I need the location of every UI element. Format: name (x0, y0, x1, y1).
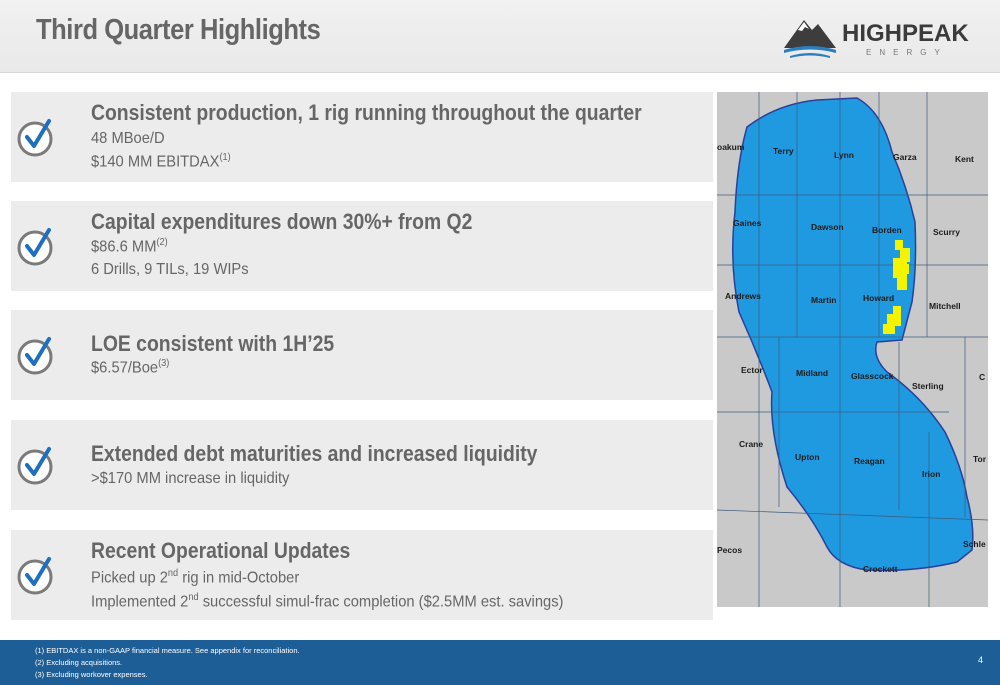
highlight-card-loe: LOE consistent with 1H’25 $6.57/Boe(3) (11, 310, 713, 400)
svg-text:Glasscock: Glasscock (851, 371, 894, 381)
page-number: 4 (978, 655, 984, 665)
logo-subtext: ENERGY (866, 48, 948, 57)
check-circle-icon (17, 119, 53, 157)
highlight-title: Consistent production, 1 rig running thr… (91, 100, 642, 125)
highlight-card-production: Consistent production, 1 rig running thr… (11, 92, 713, 182)
svg-text:Tor: Tor (973, 454, 987, 464)
header-bar: Third Quarter Highlights HIGHPEAK ENERGY (0, 0, 1000, 73)
logo-wordmark: HIGHPEAK (842, 20, 969, 47)
check-circle-icon (17, 447, 53, 485)
page-title: Third Quarter Highlights (36, 14, 321, 46)
highlight-title: Capital expenditures down 30%+ from Q2 (91, 209, 473, 234)
svg-text:C: C (979, 372, 985, 382)
company-logo: HIGHPEAK ENERGY (780, 12, 990, 64)
svg-text:Midland: Midland (796, 368, 828, 378)
check-circle-icon (17, 557, 53, 595)
highlight-title: Extended debt maturities and increased l… (91, 441, 538, 466)
basin-outline (732, 97, 974, 572)
svg-text:Martin: Martin (811, 295, 837, 305)
footer-bar (0, 640, 1000, 685)
svg-text:Crane: Crane (739, 439, 763, 449)
highlight-detail: 6 Drills, 9 TILs, 19 WIPs (91, 261, 249, 278)
check-circle-icon (17, 337, 53, 375)
highlight-detail: Implemented 2nd successful simul-frac co… (91, 592, 564, 611)
svg-text:Kent: Kent (955, 154, 974, 164)
svg-text:Pecos: Pecos (717, 545, 742, 555)
highlight-detail: >$170 MM increase in liquidity (91, 470, 290, 487)
svg-text:Sterling: Sterling (912, 381, 944, 391)
svg-text:Dawson: Dawson (811, 222, 844, 232)
highlight-title: LOE consistent with 1H’25 (91, 331, 335, 356)
footnote: (3) Excluding workover expenses. (35, 670, 148, 679)
svg-text:Irion: Irion (922, 469, 940, 479)
svg-text:Lynn: Lynn (834, 150, 854, 160)
highlight-title: Recent Operational Updates (91, 538, 351, 563)
svg-text:Mitchell: Mitchell (929, 301, 961, 311)
acreage-map: oakum Terry Lynn Garza Kent Gaines Dawso… (716, 92, 989, 607)
svg-text:Gaines: Gaines (733, 218, 762, 228)
check-circle-icon (17, 228, 53, 266)
svg-text:Terry: Terry (773, 146, 794, 156)
footnote: (1) EBITDAX is a non-GAAP financial meas… (35, 646, 300, 655)
svg-text:Crockett: Crockett (863, 564, 898, 574)
svg-text:Garza: Garza (893, 152, 917, 162)
highlight-detail: $86.6 MM(2) (91, 237, 168, 256)
svg-text:Schle: Schle (963, 539, 986, 549)
highlight-detail: 48 MBoe/D (91, 130, 165, 147)
highlight-card-capex: Capital expenditures down 30%+ from Q2 $… (11, 201, 713, 291)
footnote: (2) Excluding acquisitions. (35, 658, 123, 667)
highlight-card-operations: Recent Operational Updates Picked up 2nd… (11, 530, 713, 620)
svg-text:Upton: Upton (795, 452, 820, 462)
basin-map-graphic: oakum Terry Lynn Garza Kent Gaines Dawso… (716, 92, 989, 607)
svg-text:Howard: Howard (863, 293, 894, 303)
svg-text:Scurry: Scurry (933, 227, 960, 237)
mountain-logo-icon (784, 20, 836, 58)
svg-text:Reagan: Reagan (854, 456, 885, 466)
highlight-card-debt: Extended debt maturities and increased l… (11, 420, 713, 510)
highlight-detail: $6.57/Boe(3) (91, 358, 170, 377)
highlight-detail: Picked up 2nd rig in mid-October (91, 568, 300, 587)
svg-text:Andrews: Andrews (725, 291, 761, 301)
svg-text:Borden: Borden (872, 225, 902, 235)
acreage-highlight (883, 240, 910, 334)
svg-text:oakum: oakum (717, 142, 745, 152)
highlight-detail: $140 MM EBITDAX(1) (91, 152, 231, 171)
county-labels: oakum Terry Lynn Garza Kent Gaines Dawso… (717, 142, 987, 574)
svg-text:Ector: Ector (741, 365, 763, 375)
